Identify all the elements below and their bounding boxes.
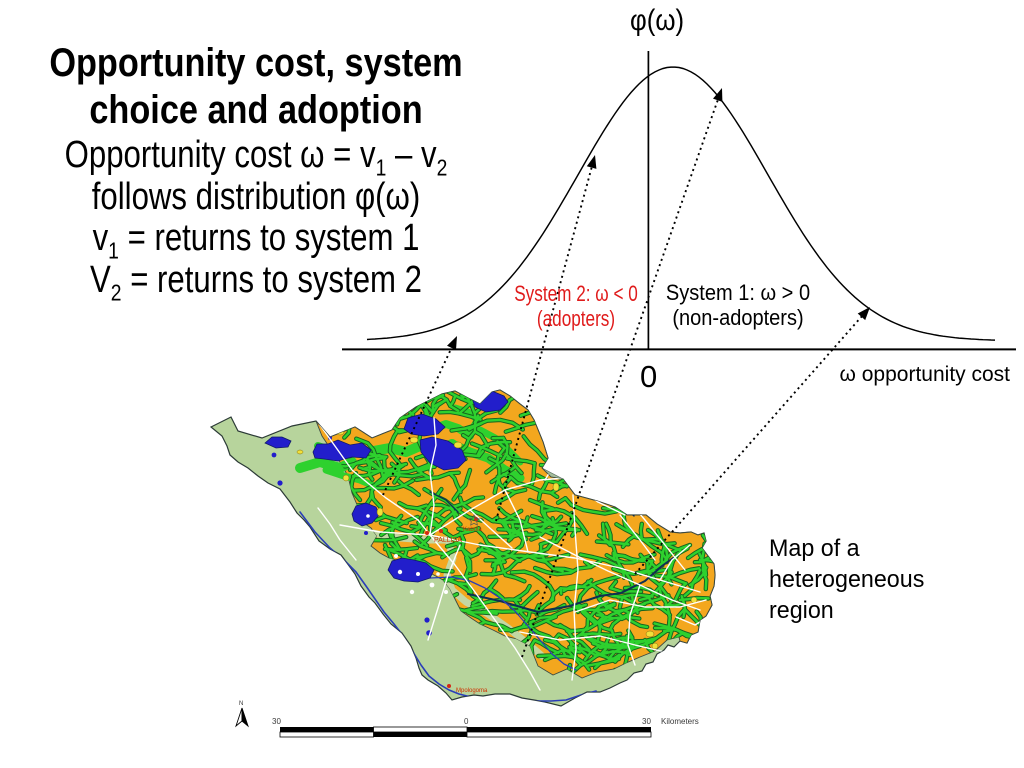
svg-text:Mpologoma: Mpologoma [456, 688, 488, 694]
svg-text:Kilometers: Kilometers [661, 717, 699, 726]
svg-text:0: 0 [464, 717, 469, 726]
svg-text:PALLISA: PALLISA [434, 537, 462, 544]
svg-text:30: 30 [642, 717, 651, 726]
svg-text:30: 30 [272, 717, 281, 726]
svg-text:Kabola: Kabola [463, 527, 482, 533]
svg-text:N: N [239, 701, 243, 707]
